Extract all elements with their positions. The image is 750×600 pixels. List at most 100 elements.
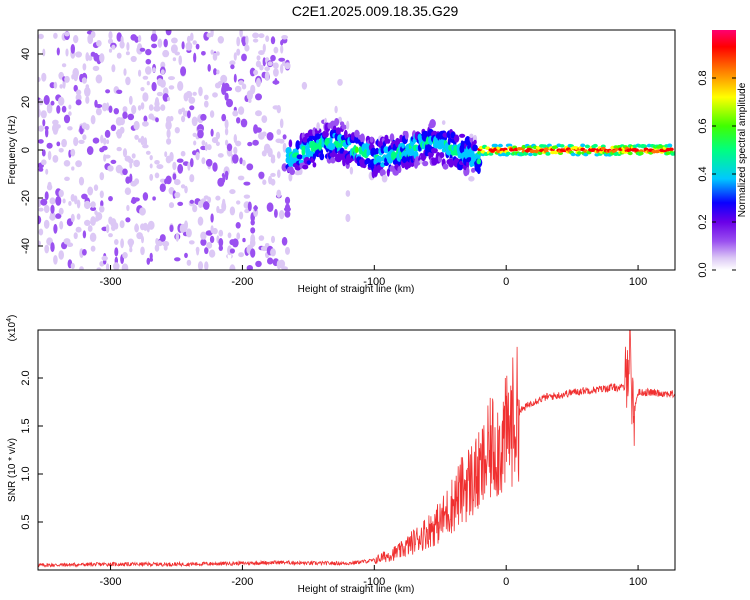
heatmap-cell — [87, 186, 94, 196]
heatmap-cell — [89, 232, 97, 242]
heatmap-cell — [465, 167, 470, 176]
heatmap-cell — [41, 149, 46, 157]
heatmap-cell — [47, 150, 52, 161]
heatmap-cell — [145, 48, 152, 56]
heatmap-cell — [73, 136, 79, 147]
heatmap-cell — [145, 150, 151, 155]
heatmap-cell — [208, 249, 216, 258]
heatmap-cell — [233, 134, 237, 144]
heatmap-cell — [43, 219, 50, 229]
heatmap-cell — [181, 115, 186, 123]
heatmap-cell — [53, 32, 58, 39]
heatmap-cell — [84, 123, 90, 131]
heatmap-cell — [125, 51, 130, 56]
heatmap-cell — [236, 48, 241, 56]
heatmap-cell — [236, 117, 241, 124]
heatmap-cell — [209, 110, 215, 118]
x-tick-label: -300 — [100, 276, 122, 288]
heatmap-cell — [149, 252, 153, 260]
heatmap-cell — [143, 137, 148, 147]
heatmap-cell — [82, 230, 87, 239]
heatmap-cell — [259, 64, 264, 71]
x-tick-label: -300 — [100, 576, 122, 588]
heatmap-cell — [131, 153, 136, 159]
heatmap-cell — [177, 163, 184, 174]
heatmap-cell — [53, 254, 58, 265]
heatmap-cell — [218, 229, 224, 237]
heatmap-cell — [156, 150, 163, 157]
heatmap-cell — [273, 62, 279, 69]
heatmap-cell — [210, 49, 214, 55]
heatmap-cell — [140, 102, 145, 110]
heatmap-cell — [334, 218, 338, 225]
top-x-axis-label: Height of straight line (km) — [298, 284, 415, 295]
heatmap-cell — [70, 148, 76, 157]
heatmap-cell — [38, 76, 41, 83]
heatmap-cell — [92, 65, 100, 72]
heatmap-cell — [335, 127, 341, 135]
heatmap-cell — [172, 161, 177, 171]
heatmap-cell — [337, 78, 343, 86]
heatmap-cell — [116, 52, 122, 59]
heatmap-cell — [237, 175, 245, 181]
heatmap-cell — [99, 205, 105, 213]
heatmap-cell — [386, 138, 391, 144]
heatmap-cell — [229, 264, 236, 270]
heatmap-cell — [137, 35, 142, 43]
x-tick-label: -200 — [231, 276, 253, 288]
heatmap-cell — [285, 246, 290, 255]
heatmap-cell — [58, 207, 64, 215]
heatmap-cell — [131, 105, 137, 115]
heatmap-cell — [212, 52, 218, 61]
heatmap-cell — [159, 234, 166, 242]
top-y-axis-label: Frequency (Hz) — [7, 116, 18, 185]
heatmap-cell — [258, 33, 265, 39]
heatmap-cell — [108, 48, 113, 53]
heatmap-cell — [87, 225, 93, 232]
y-tick-label: 2.0 — [20, 370, 32, 385]
heatmap-cell — [134, 36, 139, 43]
heatmap-cell — [128, 95, 133, 105]
heatmap-cell — [99, 190, 104, 199]
heatmap-cell — [142, 222, 148, 231]
heatmap-cell — [38, 125, 44, 132]
heatmap-cell — [84, 219, 91, 226]
heatmap-cell — [93, 184, 99, 191]
heatmap-cell — [125, 76, 131, 86]
heatmap-cell — [168, 202, 175, 209]
heatmap-cell — [142, 121, 149, 127]
heatmap-cell — [141, 235, 144, 244]
heatmap-cell — [221, 201, 227, 212]
heatmap-cell — [265, 35, 270, 42]
heatmap-cell — [195, 151, 200, 161]
heatmap-cell — [266, 132, 274, 141]
heatmap-cell — [468, 176, 475, 182]
heatmap-cell — [284, 196, 291, 205]
heatmap-cell — [106, 139, 110, 144]
heatmap-cell — [137, 105, 142, 111]
heatmap-cell — [242, 237, 246, 243]
heatmap-cell — [122, 252, 128, 259]
heatmap-cell — [383, 146, 390, 154]
heatmap-cell — [90, 245, 96, 252]
heatmap-cell — [53, 223, 58, 234]
heatmap-cell — [369, 136, 374, 143]
heatmap-cell — [157, 240, 163, 247]
heatmap-cell — [190, 158, 194, 168]
heatmap-cell — [180, 184, 186, 189]
heatmap-cell — [255, 93, 262, 101]
heatmap-cell — [197, 261, 204, 270]
heatmap-cell — [216, 69, 220, 75]
heatmap-cell — [58, 250, 64, 260]
heatmap-cell — [641, 144, 647, 149]
heatmap-cell — [250, 227, 256, 234]
heatmap-cell — [192, 91, 197, 96]
heatmap-cell — [276, 189, 282, 198]
heatmap-cell — [84, 86, 91, 97]
heatmap-cell — [296, 154, 303, 160]
heatmap-cell — [270, 172, 276, 177]
heatmap-cell — [38, 198, 42, 208]
heatmap-cell — [82, 249, 87, 256]
heatmap-cell — [102, 102, 108, 112]
heatmap-cell — [56, 105, 61, 114]
